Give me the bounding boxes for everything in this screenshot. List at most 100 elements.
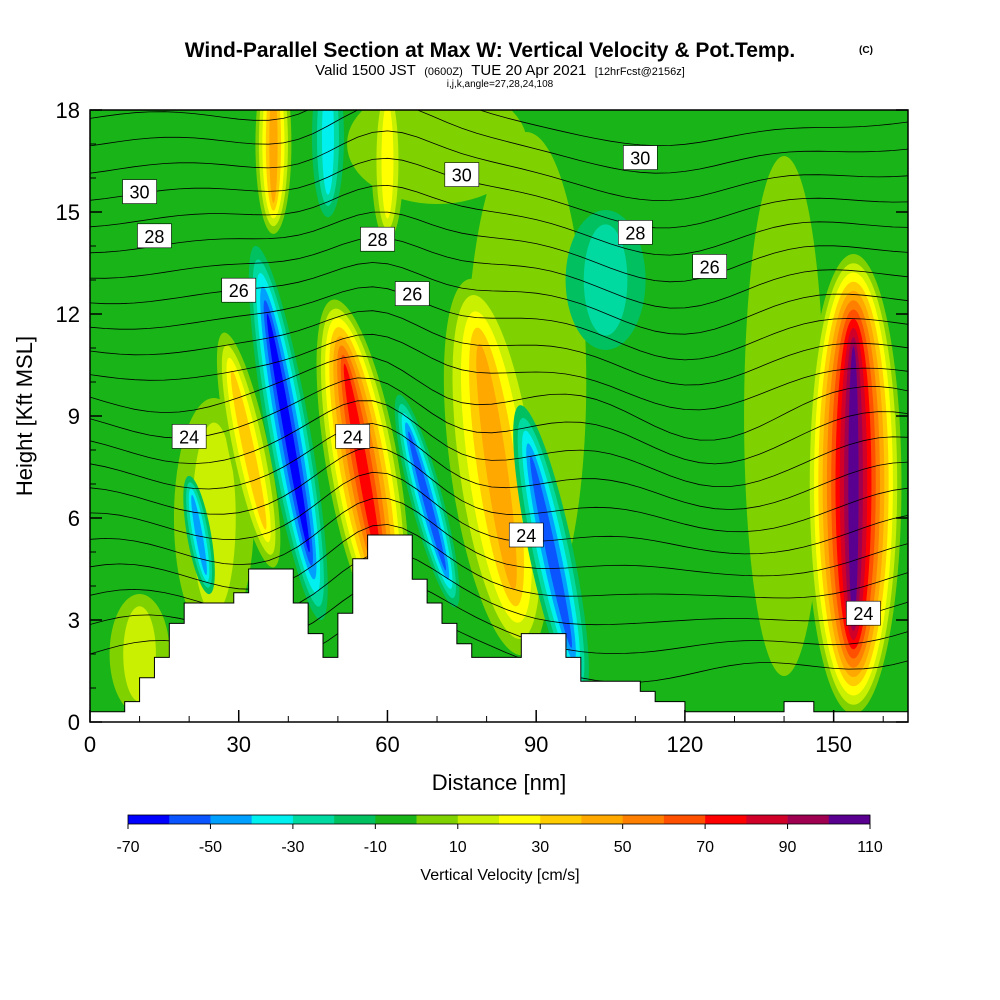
contour-label-text: 28	[625, 223, 645, 243]
updraft-plume	[269, 110, 278, 203]
theta-contour-line	[90, 400, 908, 487]
colorbar-frame	[127, 814, 871, 825]
updraft-plume	[476, 343, 517, 591]
colorbar-swatch	[128, 815, 170, 824]
downdraft-plume	[191, 494, 207, 576]
contour-label-box	[221, 277, 257, 303]
updraft-plume	[381, 110, 394, 219]
colorbar-swatch	[375, 815, 417, 824]
colorbar-swatch	[828, 815, 871, 824]
y-tick-label: 6	[68, 506, 80, 531]
x-axis-label: Distance [nm]	[432, 770, 567, 795]
updraft-plume	[848, 346, 859, 622]
theta-contour-line	[90, 524, 908, 599]
contour-label: 26	[221, 277, 257, 303]
subtitle-valid: Valid 1500 JST	[315, 62, 416, 79]
x-axis-ticks: 0 30 60 90 120 150	[84, 710, 884, 757]
contour-label-box	[171, 424, 207, 449]
y-tick-label: 12	[56, 302, 80, 327]
contour-label-text: 26	[700, 257, 720, 277]
contour-label-text: 26	[402, 285, 422, 305]
contour-label: 30	[622, 145, 658, 170]
contour-label-text: 28	[144, 227, 164, 247]
contour-label: 24	[846, 600, 881, 626]
contour-label-box	[618, 220, 653, 245]
theta-contour-line	[90, 286, 908, 361]
downdraft-plume	[530, 456, 573, 648]
contour-label: 28	[360, 226, 395, 252]
colorbar-swatch	[499, 815, 541, 824]
contour-label-text: 30	[630, 149, 650, 169]
title-mark: (C)	[859, 45, 873, 56]
contour-label: 24	[171, 424, 207, 449]
y-tick-label: 3	[68, 608, 80, 633]
y-tick-label: 15	[56, 200, 80, 225]
theta-contour-line	[90, 423, 908, 510]
x-tick-label: 60	[375, 732, 399, 757]
colorbar-swatch	[169, 815, 211, 824]
contour-label-box	[122, 179, 157, 204]
contour-labels: 30 30 30 28 28 28 26 26 26 24 24 24 24	[122, 145, 881, 626]
theta-contour-line	[90, 355, 908, 441]
contour-label: 26	[394, 281, 430, 306]
colorbar-tick-label: 90	[779, 839, 797, 856]
subtitle-utc: (0600Z)	[424, 66, 463, 78]
subtitle-forecast: [12hrFcst@2156z]	[595, 66, 685, 78]
y-tick-label: 18	[56, 98, 80, 123]
y-tick-label: 9	[68, 404, 80, 429]
colorbar-tick-label: 110	[857, 839, 883, 856]
contour-label-box	[137, 223, 172, 249]
downdraft-plume	[408, 431, 447, 571]
contour-label-text: 24	[853, 604, 873, 624]
colorbar-tick-label: 70	[696, 839, 714, 856]
theta-contour-line	[90, 237, 908, 309]
contour-label-text: 28	[368, 230, 388, 250]
theta-contour-line	[90, 310, 908, 386]
contour-label-box	[692, 254, 727, 279]
theta-contour-line	[90, 110, 908, 174]
theta-contour-line	[90, 184, 908, 256]
colorbar-tick-label: -50	[199, 839, 222, 856]
x-tick-label: 150	[815, 732, 852, 757]
theta-contour-line	[90, 497, 908, 577]
theta-contour-line	[90, 471, 908, 555]
colorbar-tick-label: -70	[116, 839, 139, 856]
updraft-plume	[343, 363, 382, 571]
theta-contour-line	[90, 211, 908, 283]
colorbar-label: Vertical Velocity [cm/s]	[420, 867, 579, 884]
chart-title: Wind-Parallel Section at Max W: Vertical…	[185, 39, 796, 62]
contour-label-box	[622, 145, 658, 170]
contour-label: 24	[335, 424, 371, 449]
colorbar-swatch	[540, 815, 582, 824]
x-tick-label: 0	[84, 732, 96, 757]
colorbar-swatch	[210, 815, 252, 824]
contour-label-box	[508, 522, 544, 548]
updraft-plume	[230, 370, 267, 530]
colorbar-tick-label: -30	[281, 839, 304, 856]
contour-label: 30	[122, 179, 157, 204]
contour-label-box	[335, 424, 371, 449]
colorbar-tick-label: 10	[449, 839, 467, 856]
colorbar-swatch	[746, 815, 788, 824]
contour-label-text: 24	[179, 427, 199, 447]
contour-label: 24	[508, 522, 544, 548]
downdraft-plume	[266, 313, 310, 553]
colorbar-tick-label: -10	[364, 839, 387, 856]
contour-label-text: 26	[229, 281, 249, 301]
contour-label-box	[360, 226, 395, 252]
theta-contour-line	[90, 110, 908, 147]
subtitle-date: TUE 20 Apr 2021	[471, 62, 586, 79]
theta-contour-line	[90, 157, 908, 229]
colorbar-swatch	[292, 815, 335, 824]
contour-label: 26	[692, 254, 727, 279]
x-tick-label: 90	[524, 732, 548, 757]
y-tick-label: 0	[68, 710, 80, 735]
colorbar-swatch	[416, 815, 459, 824]
colorbar-swatch	[251, 815, 294, 824]
downdraft-plume	[583, 224, 628, 336]
contour-label: 28	[618, 220, 653, 245]
colorbar-swatch	[663, 815, 706, 824]
theta-contour-line	[90, 130, 908, 202]
colorbar-swatch	[581, 815, 623, 824]
